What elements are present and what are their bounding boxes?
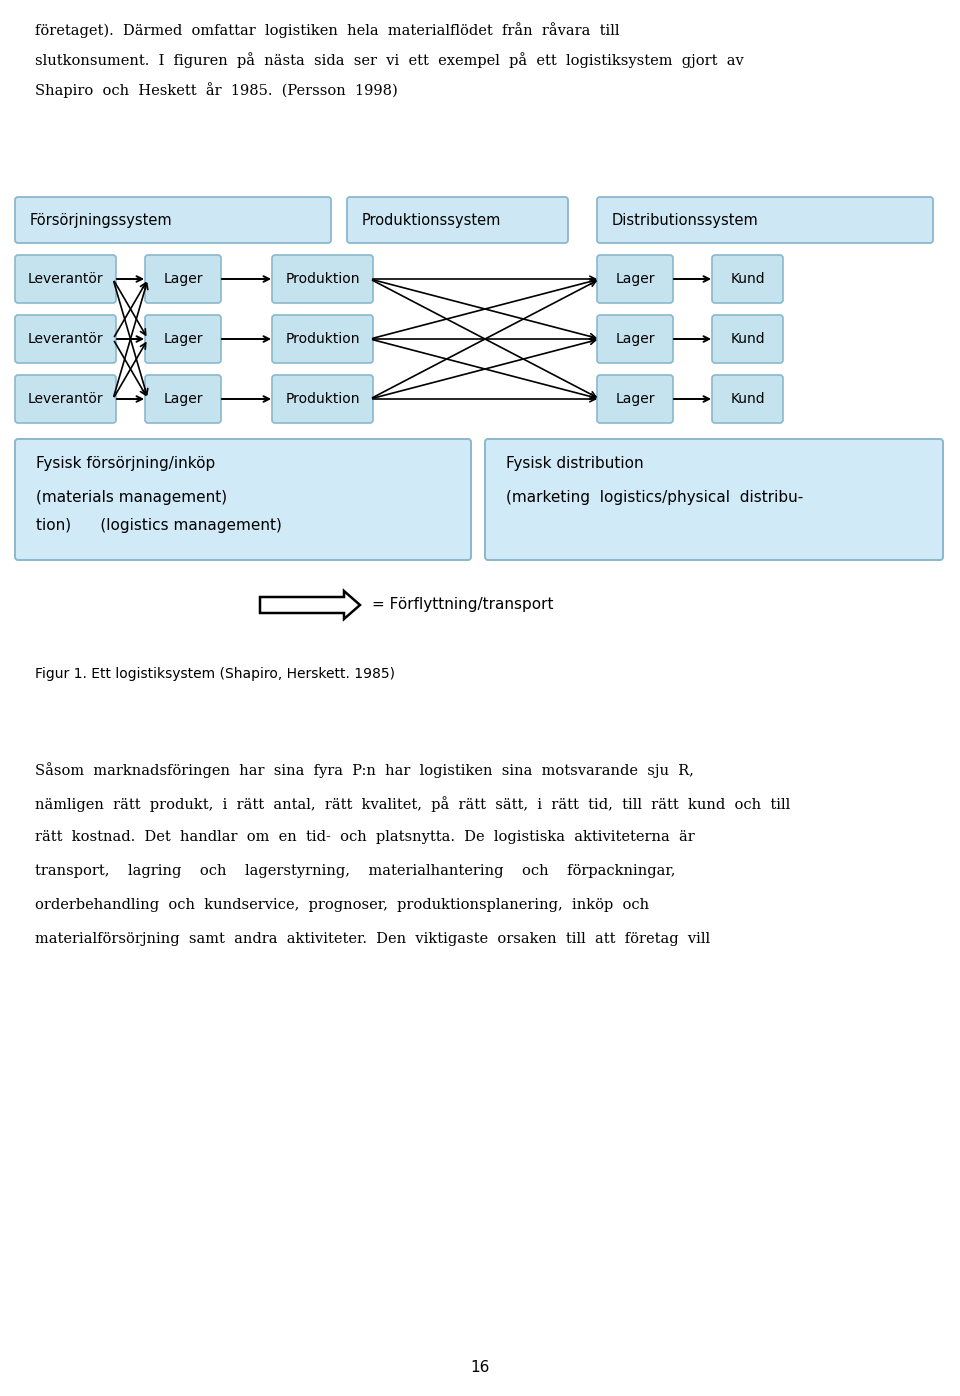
Text: Lager: Lager	[163, 392, 203, 406]
Text: = Förflyttning/transport: = Förflyttning/transport	[372, 597, 554, 613]
Text: transport,    lagring    och    lagerstyrning,    materialhantering    och    fö: transport, lagring och lagerstyrning, ma…	[35, 864, 676, 878]
Text: Figur 1. Ett logistiksystem (Shapiro, Herskett. 1985): Figur 1. Ett logistiksystem (Shapiro, He…	[35, 667, 395, 681]
FancyBboxPatch shape	[15, 197, 331, 243]
Text: Försörjningssystem: Försörjningssystem	[30, 212, 173, 228]
FancyBboxPatch shape	[597, 376, 673, 423]
Text: Lager: Lager	[615, 272, 655, 286]
Text: Kund: Kund	[731, 332, 765, 346]
Text: (marketing  logistics/physical  distribu-: (marketing logistics/physical distribu-	[506, 490, 804, 505]
Text: rätt  kostnad.  Det  handlar  om  en  tid-  och  platsnytta.  De  logistiska  ak: rätt kostnad. Det handlar om en tid- och…	[35, 831, 695, 845]
Text: Fysisk distribution: Fysisk distribution	[506, 456, 643, 470]
FancyBboxPatch shape	[597, 255, 673, 303]
FancyBboxPatch shape	[15, 438, 471, 560]
Text: Leverantör: Leverantör	[28, 332, 104, 346]
Text: Lager: Lager	[163, 332, 203, 346]
FancyBboxPatch shape	[145, 255, 221, 303]
FancyBboxPatch shape	[15, 255, 116, 303]
FancyBboxPatch shape	[145, 376, 221, 423]
Text: Såsom  marknadsföringen  har  sina  fyra  P:n  har  logistiken  sina  motsvarand: Såsom marknadsföringen har sina fyra P:n…	[35, 762, 694, 778]
Text: Kund: Kund	[731, 392, 765, 406]
Text: företaget).  Därmed  omfattar  logistiken  hela  materialflödet  från  råvara  t: företaget). Därmed omfattar logistiken h…	[35, 22, 619, 38]
Text: Leverantör: Leverantör	[28, 392, 104, 406]
Text: Lager: Lager	[615, 332, 655, 346]
FancyBboxPatch shape	[15, 376, 116, 423]
Text: (materials management): (materials management)	[36, 490, 228, 505]
Text: slutkonsument.  I  figuren  på  nästa  sida  ser  vi  ett  exempel  på  ett  log: slutkonsument. I figuren på nästa sida s…	[35, 52, 744, 68]
FancyBboxPatch shape	[712, 255, 783, 303]
Text: nämligen  rätt  produkt,  i  rätt  antal,  rätt  kvalitet,  på  rätt  sätt,  i  : nämligen rätt produkt, i rätt antal, rät…	[35, 796, 790, 812]
FancyBboxPatch shape	[145, 315, 221, 363]
Text: Lager: Lager	[163, 272, 203, 286]
FancyBboxPatch shape	[712, 376, 783, 423]
Text: tion)      (logistics management): tion) (logistics management)	[36, 518, 282, 533]
FancyBboxPatch shape	[272, 255, 373, 303]
Text: 16: 16	[470, 1360, 490, 1375]
Text: Produktion: Produktion	[285, 392, 360, 406]
Text: Shapiro  och  Heskett  år  1985.  (Persson  1998): Shapiro och Heskett år 1985. (Persson 19…	[35, 82, 397, 98]
FancyBboxPatch shape	[347, 197, 568, 243]
FancyBboxPatch shape	[597, 315, 673, 363]
FancyBboxPatch shape	[712, 315, 783, 363]
Text: Produktion: Produktion	[285, 332, 360, 346]
Text: orderbehandling  och  kundservice,  prognoser,  produktionsplanering,  inköp  oc: orderbehandling och kundservice, prognos…	[35, 898, 649, 912]
Text: Distributionssystem: Distributionssystem	[612, 212, 758, 228]
FancyBboxPatch shape	[272, 376, 373, 423]
Text: materialförsörjning  samt  andra  aktiviteter.  Den  viktigaste  orsaken  till  : materialförsörjning samt andra aktivitet…	[35, 933, 710, 946]
FancyBboxPatch shape	[15, 315, 116, 363]
Text: Produktion: Produktion	[285, 272, 360, 286]
FancyBboxPatch shape	[485, 438, 943, 560]
Polygon shape	[260, 591, 360, 618]
Text: Lager: Lager	[615, 392, 655, 406]
Text: Fysisk försörjning/inköp: Fysisk försörjning/inköp	[36, 456, 215, 470]
FancyBboxPatch shape	[272, 315, 373, 363]
Text: Leverantör: Leverantör	[28, 272, 104, 286]
FancyBboxPatch shape	[597, 197, 933, 243]
Text: Produktionssystem: Produktionssystem	[362, 212, 501, 228]
Text: Kund: Kund	[731, 272, 765, 286]
